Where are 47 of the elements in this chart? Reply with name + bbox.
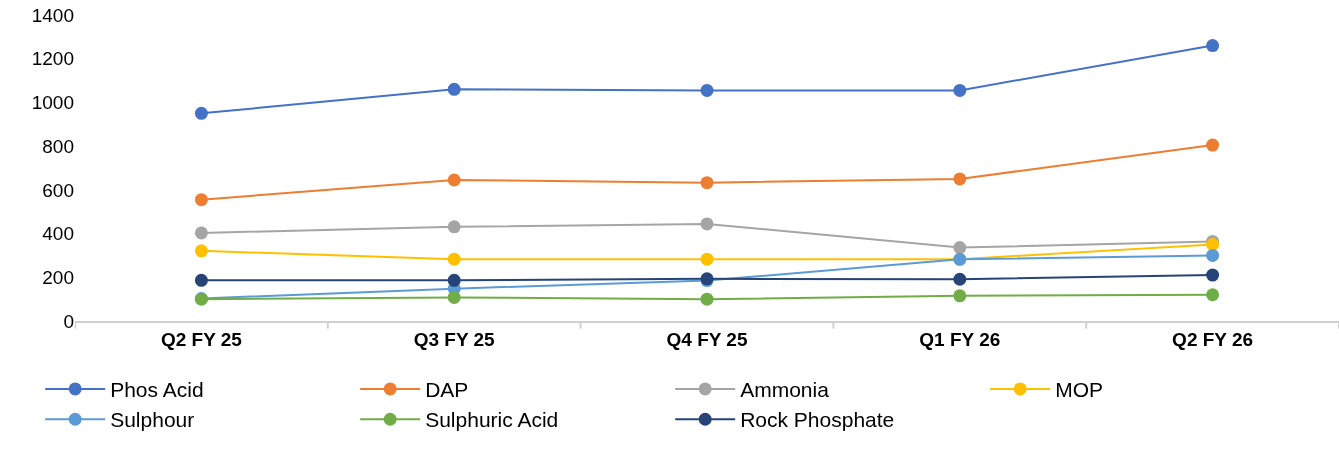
point (953, 272, 967, 286)
point (700, 292, 714, 306)
y-tick-label: 400 (42, 223, 74, 245)
point (447, 82, 461, 96)
point (700, 176, 714, 190)
point (953, 289, 967, 303)
legend-label: DAP (425, 378, 469, 402)
point (447, 173, 461, 187)
point (194, 193, 208, 207)
legend-label: Rock Phosphate (740, 408, 895, 432)
point (194, 273, 208, 287)
point (194, 244, 208, 258)
point (700, 83, 714, 97)
point (447, 290, 461, 304)
y-tick-label: 0 (63, 310, 74, 332)
point (447, 252, 461, 266)
legend-label: Phos Acid (110, 378, 204, 402)
point (1206, 248, 1220, 262)
x-tick-label: Q2 FY 25 (160, 328, 243, 350)
x-tick-label: Q4 FY 25 (666, 328, 748, 350)
point (1206, 268, 1220, 282)
y-tick-label: 1000 (31, 92, 74, 114)
point (194, 226, 208, 240)
legend-label: MOP (1055, 378, 1104, 402)
point (447, 220, 461, 234)
point (953, 83, 967, 97)
point (953, 172, 967, 186)
legend-label: Ammonia (740, 378, 830, 402)
point (1206, 39, 1220, 53)
point (700, 217, 714, 231)
x-tick-label: Q2 FY 26 (1172, 328, 1254, 350)
y-tick-label: 600 (42, 179, 74, 201)
point (1206, 238, 1220, 251)
point (953, 241, 967, 255)
point (194, 106, 208, 120)
point (1206, 138, 1220, 152)
y-tick-label: 1200 (31, 48, 74, 70)
point (1206, 288, 1220, 302)
point (447, 273, 461, 287)
y-tick-label: 1400 (31, 4, 74, 26)
x-tick-label: Q1 FY 26 (919, 328, 1001, 350)
y-tick-label: 200 (42, 266, 74, 288)
point (700, 252, 714, 266)
legend-label: Sulphour (110, 408, 195, 432)
legend-label: Sulphuric Acid (425, 408, 559, 432)
x-tick-label: Q3 FY 25 (413, 328, 496, 350)
y-tick-label: 800 (42, 135, 74, 157)
